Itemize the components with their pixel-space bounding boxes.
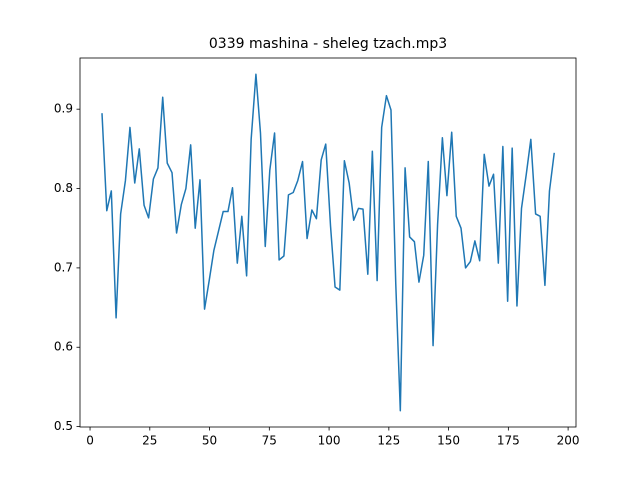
y-tick-label: 0.7	[54, 260, 73, 274]
plot-frame	[79, 57, 577, 428]
y-tick-label: 0.6	[54, 340, 73, 354]
y-tick-label: 0.8	[54, 181, 73, 195]
data-line	[101, 73, 555, 412]
y-tick-label: 0.5	[54, 419, 73, 433]
x-tick-label: 175	[497, 434, 520, 448]
x-tick-label: 50	[202, 434, 217, 448]
x-tick-label: 100	[318, 434, 341, 448]
x-tick-label: 125	[377, 434, 400, 448]
x-tick-label: 25	[142, 434, 157, 448]
x-tick-label: 75	[262, 434, 277, 448]
y-tick-label: 0.9	[54, 102, 73, 116]
x-tick-label: 200	[557, 434, 580, 448]
x-tick-label: 150	[437, 434, 460, 448]
x-tick-label: 0	[86, 434, 94, 448]
chart-title: 0339 mashina - sheleg tzach.mp3	[209, 36, 447, 52]
